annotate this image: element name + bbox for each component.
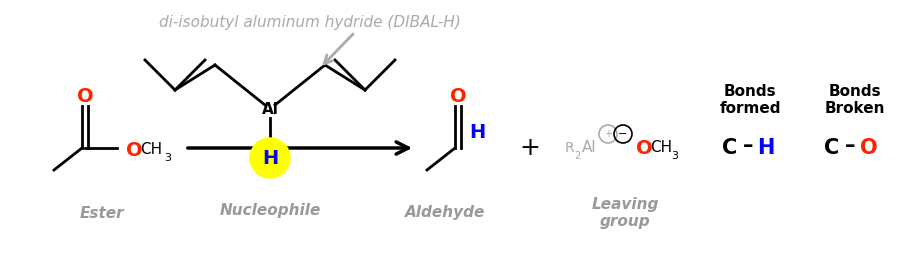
Text: Aldehyde: Aldehyde (405, 206, 485, 220)
Text: O: O (126, 141, 143, 159)
Text: +: + (604, 129, 612, 139)
Text: 3: 3 (671, 151, 678, 161)
Text: O: O (77, 87, 93, 105)
Text: di-isobutyl aluminum hydride (DIBAL-H): di-isobutyl aluminum hydride (DIBAL-H) (160, 15, 461, 29)
Circle shape (250, 138, 290, 178)
Text: H: H (262, 148, 278, 167)
Text: R: R (565, 141, 574, 155)
Text: Leaving
group: Leaving group (591, 197, 658, 229)
Text: −: − (619, 129, 628, 139)
Text: H: H (757, 138, 774, 158)
Text: Ester: Ester (79, 206, 124, 220)
Text: Bonds
formed: Bonds formed (719, 84, 781, 116)
Text: Bonds
Broken: Bonds Broken (825, 84, 885, 116)
Text: Al: Al (582, 141, 597, 155)
Text: –: – (845, 136, 856, 156)
Text: CH: CH (650, 141, 672, 155)
Text: O: O (860, 138, 878, 158)
Text: –: – (743, 136, 753, 156)
Text: CH: CH (140, 143, 162, 157)
Text: H: H (469, 123, 485, 142)
Text: C: C (824, 138, 840, 158)
Text: 3: 3 (164, 153, 171, 163)
Text: 2: 2 (574, 151, 580, 161)
Text: C: C (722, 138, 738, 158)
Text: Nucleophile: Nucleophile (219, 202, 321, 218)
Text: +: + (520, 136, 540, 160)
Text: O: O (636, 138, 653, 157)
Text: O: O (450, 87, 467, 105)
Text: Al: Al (262, 102, 278, 118)
